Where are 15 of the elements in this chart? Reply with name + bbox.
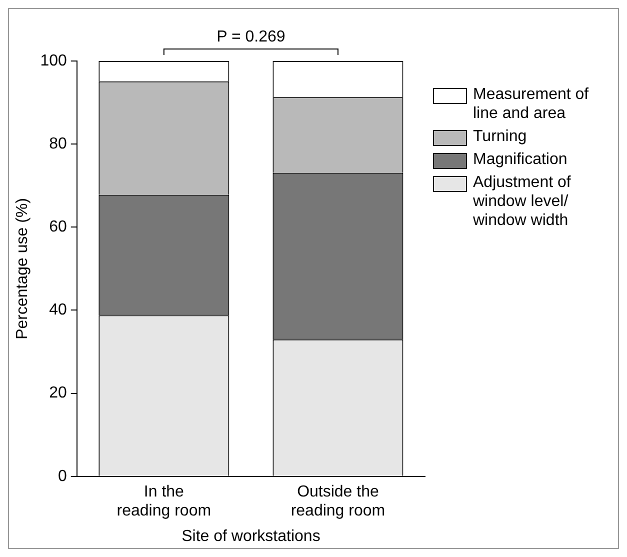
x-tick-label: Outside the reading room: [290, 483, 386, 520]
y-axis-title: Percentage use (%): [14, 198, 32, 340]
y-tick-label: 100: [40, 52, 67, 70]
x-tick-label: In the reading room: [116, 483, 212, 520]
x-axis-title: Site of workstations: [182, 528, 320, 545]
text: P = 0.269: [216, 28, 286, 46]
legend-label: Magnification: [473, 150, 568, 169]
y-tick-label: 20: [49, 384, 67, 402]
text: Measurement of line and area: [473, 85, 590, 123]
y-tick-label: 40: [49, 302, 67, 319]
y-tick-label: 80: [49, 135, 67, 152]
y-tick-label: 60: [49, 218, 67, 236]
y-tick-label: 0: [58, 468, 67, 485]
legend-label: Turning: [473, 127, 527, 146]
legend-label: Adjustment of window level/ window width: [473, 173, 572, 230]
